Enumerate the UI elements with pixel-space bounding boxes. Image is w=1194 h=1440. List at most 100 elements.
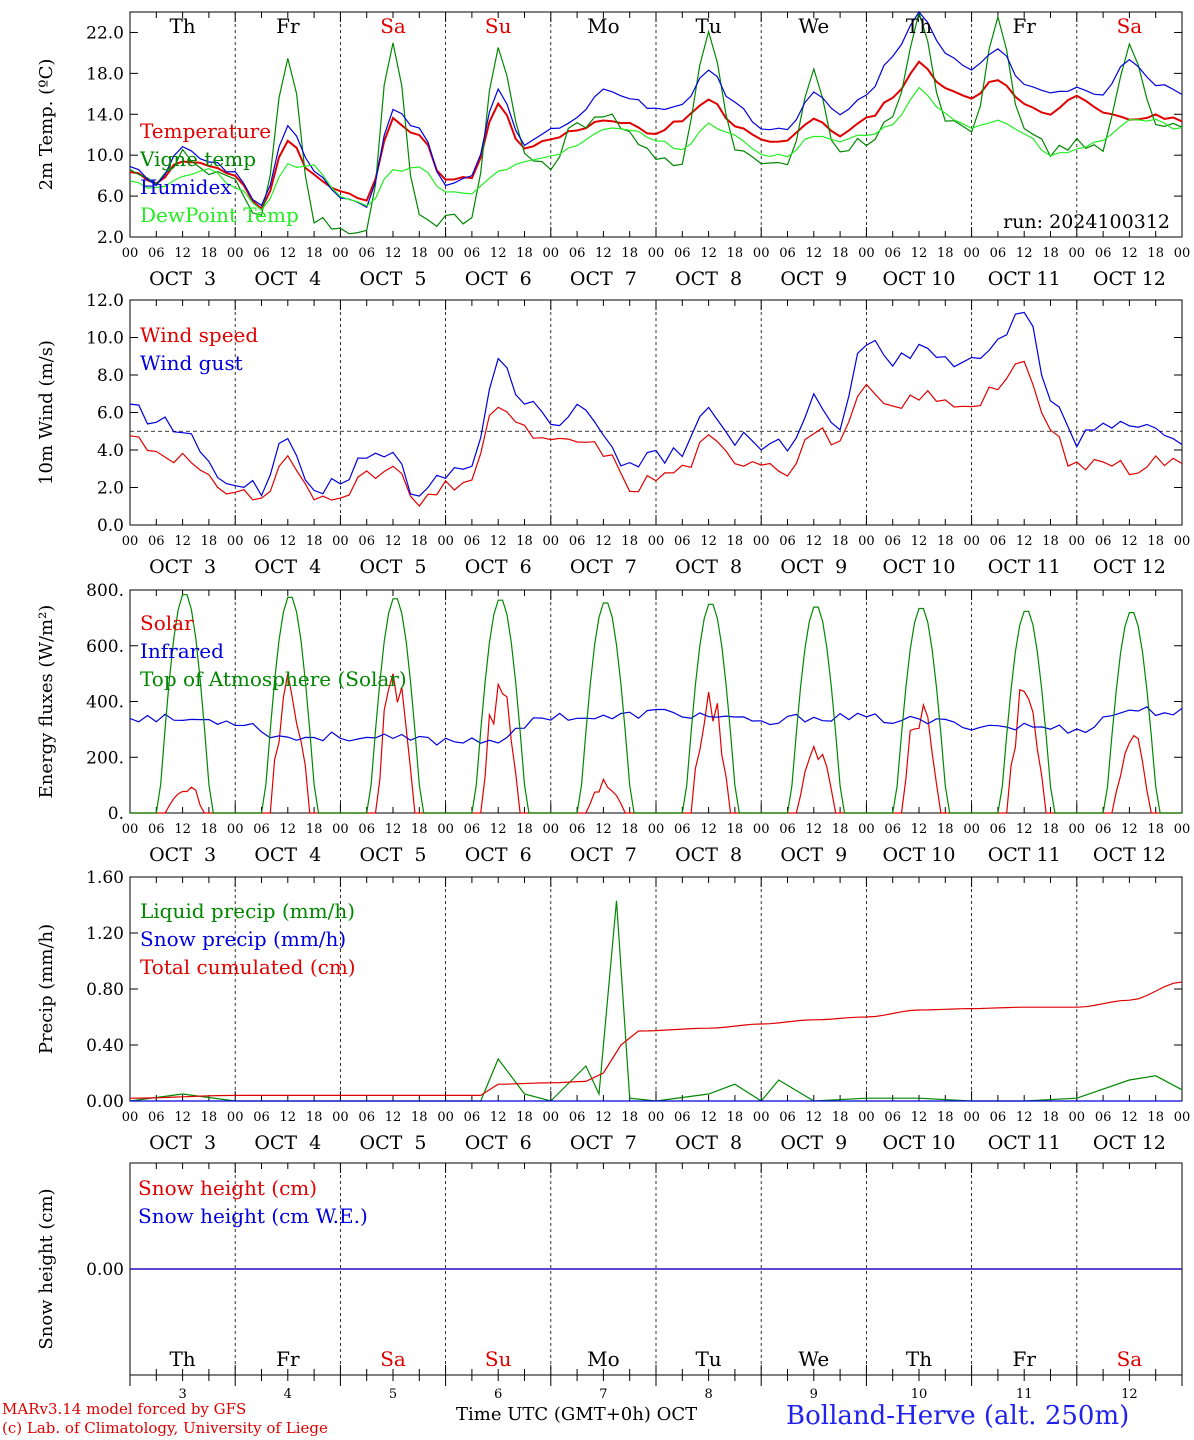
hour-tick-label: 00 [227,822,244,837]
hour-tick-label: 12 [806,1110,823,1125]
hour-tick-label: 00 [437,1110,454,1125]
hour-tick-label: 12 [700,1110,717,1125]
hour-tick-label: 18 [201,822,218,837]
hour-tick-label: 12 [490,1110,507,1125]
run-annotation: run: 2024100312 [1003,211,1170,233]
hour-tick-label: 18 [516,246,533,261]
date-label: OCT 12 [1093,268,1166,290]
hour-tick-label: 18 [306,822,323,837]
date-label: OCT 9 [780,844,847,866]
date-label: OCT 7 [570,844,637,866]
legend-entry: Snow precip (mm/h) [140,927,346,951]
hour-tick-label: 12 [700,822,717,837]
hour-tick-label: 12 [1121,534,1138,549]
date-label: OCT 5 [360,268,427,290]
series-line-total-cumulated-cm- [129,981,1183,1099]
hour-tick-label: 00 [753,1110,770,1125]
hour-tick-label: 12 [1016,534,1033,549]
weekday-label: Th [906,1347,932,1371]
hour-tick-label: 00 [858,246,875,261]
hour-tick-label: 00 [332,246,349,261]
date-label: OCT 7 [570,1132,637,1154]
y-tick-label: 4.0 [97,441,124,461]
hour-tick-label: 18 [621,822,638,837]
hour-tick-label: 06 [569,1110,586,1125]
hour-tick-label: 18 [727,246,744,261]
hour-tick-label: 18 [411,246,428,261]
x-axis-label: Time UTC (GMT+0h) [456,1404,651,1425]
weekday-label: Mo [587,1347,620,1371]
date-label: OCT 11 [988,268,1061,290]
date-label: OCT 8 [675,1132,742,1154]
y-tick-label: 2.0 [97,228,124,248]
day-number-label: 11 [1016,1387,1033,1402]
date-label: OCT 8 [675,556,742,578]
hour-tick-label: 06 [779,534,796,549]
hour-tick-label: 18 [937,1110,954,1125]
weekday-label: Sa [380,1347,406,1371]
hour-tick-label: 18 [1042,246,1059,261]
hour-tick-label: 12 [490,534,507,549]
date-label: OCT 3 [149,1132,216,1154]
hour-tick-label: 12 [174,822,191,837]
hour-tick-label: 00 [437,246,454,261]
hour-tick-label: 06 [990,1110,1007,1125]
hour-tick-label: 18 [1042,822,1059,837]
plot-frame [129,589,1183,814]
hour-tick-label: 00 [543,246,560,261]
date-label: OCT 4 [254,268,321,290]
weekday-label: Tu [695,1347,721,1371]
date-label: OCT 12 [1093,1132,1166,1154]
legend-entry: Snow height (cm W.E.) [138,1204,368,1228]
legend-entry: Wind speed [140,323,258,347]
hour-tick-label: 00 [963,246,980,261]
hour-tick-label: 06 [674,822,691,837]
weekday-label: Th [169,1347,195,1371]
hour-tick-label: 00 [543,534,560,549]
hour-tick-label: 06 [148,246,165,261]
hour-tick-label: 00 [1069,246,1086,261]
hour-tick-label: 12 [174,534,191,549]
hour-tick-label: 00 [122,1110,139,1125]
hour-tick-label: 18 [832,534,849,549]
legend-entry: DewPoint Temp [140,203,299,227]
hour-tick-label: 00 [1174,822,1191,837]
hour-tick-label: 18 [1147,1110,1164,1125]
date-label: OCT 5 [360,844,427,866]
day-number-label: 4 [284,1387,292,1402]
series-line-top-of-atmosphere-solar- [130,594,1182,814]
y-tick-label: 0. [108,804,124,824]
hour-tick-label: 00 [122,822,139,837]
hour-tick-label: 12 [280,246,297,261]
legend-entry: Infrared [140,639,224,663]
hour-tick-label: 18 [621,534,638,549]
hour-tick-label: 00 [227,1110,244,1125]
hour-tick-label: 06 [779,822,796,837]
y-tick-label: 0.00 [86,1092,124,1112]
weekday-label: We [798,14,829,38]
hour-tick-label: 18 [937,534,954,549]
hour-tick-label: 06 [674,534,691,549]
plot-frame [129,299,1183,526]
hour-tick-label: 12 [700,534,717,549]
panel-4: 0.00 0.40 0.80 1.20 1.60 Precip (mm/h) 00 06 12 1… [36,868,1190,1154]
y-tick-label: 2.0 [97,479,124,499]
hour-tick-label: 18 [201,1110,218,1125]
day-number-label: 3 [178,1387,186,1402]
series-line-infrared [129,706,1183,746]
hour-tick-label: 12 [806,822,823,837]
day-number-label: 5 [389,1387,397,1402]
y-axis-title: Precip (mm/h) [36,924,57,1054]
hour-tick-label: 18 [727,822,744,837]
date-label: OCT 7 [570,556,637,578]
hour-tick-label: 00 [543,1110,560,1125]
date-label: OCT 6 [465,1132,532,1154]
hour-tick-label: 18 [516,534,533,549]
y-tick-label: 14.0 [86,105,124,125]
hour-tick-label: 06 [253,1110,270,1125]
hour-tick-label: 18 [411,1110,428,1125]
hour-tick-label: 12 [595,246,612,261]
weekday-label: Mo [587,14,620,38]
weekday-label: Sa [1117,14,1143,38]
date-label: OCT 9 [780,556,847,578]
